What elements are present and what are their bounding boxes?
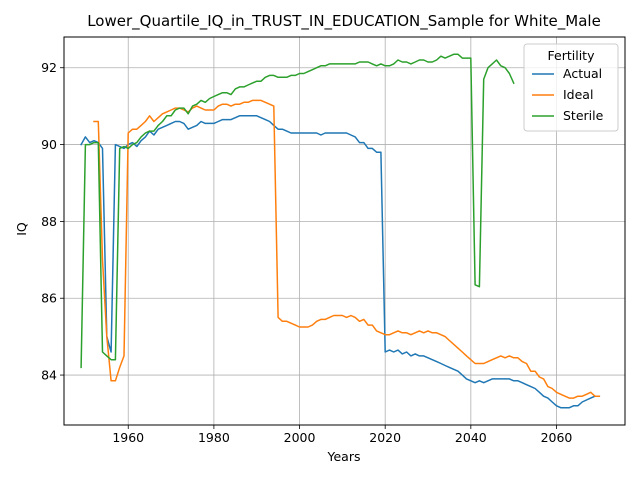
y-tick-label: 88 — [41, 214, 57, 229]
x-axis: 1960 1980 2000 2020 2040 2060 — [112, 425, 572, 445]
series-line-actual — [80, 115, 601, 409]
series-line-sterile — [80, 53, 515, 369]
y-tick-label: 90 — [41, 137, 57, 152]
plot-area-frame — [63, 36, 626, 426]
x-tick-label: 1980 — [198, 430, 230, 445]
chart-title: Lower_Quartile_IQ_in_TRUST_IN_EDUCATION_… — [87, 12, 601, 31]
legend-label-ideal: Ideal — [563, 87, 593, 102]
x-tick-label: 1960 — [112, 430, 144, 445]
legend-title: Fertility — [548, 48, 596, 63]
plot-series — [80, 53, 601, 409]
y-tick-label: 86 — [41, 291, 57, 306]
legend-box — [523, 43, 619, 132]
x-tick-label: 2020 — [369, 430, 401, 445]
y-axis-label: IQ — [14, 222, 29, 236]
legend: Fertility Actual Ideal Sterile — [523, 43, 619, 132]
y-tick-label: 92 — [41, 60, 57, 75]
y-axis: 84 86 88 90 92 — [41, 60, 64, 383]
legend-label-sterile: Sterile — [563, 108, 604, 123]
x-tick-label: 2000 — [284, 430, 316, 445]
x-axis-label: Years — [327, 449, 361, 464]
x-tick-label: 2060 — [541, 430, 573, 445]
x-tick-label: 2040 — [455, 430, 487, 445]
legend-label-actual: Actual — [563, 66, 602, 81]
y-tick-label: 84 — [41, 368, 57, 383]
